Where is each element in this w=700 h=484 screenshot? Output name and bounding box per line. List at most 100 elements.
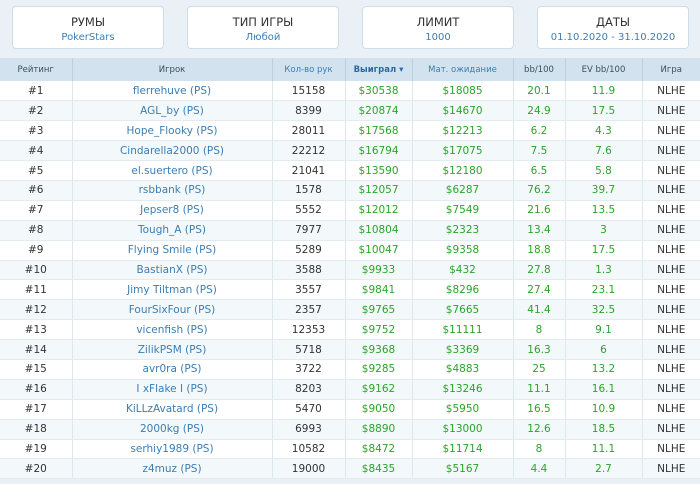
- player-name-link[interactable]: ZilikPSM (PS): [72, 339, 273, 360]
- rank-cell: #19: [0, 439, 73, 460]
- table-row[interactable]: #16 I xFlake I (PS) 8203 $9162 $13246 11.1 16.…: [0, 379, 700, 400]
- won-cell: $9841: [345, 279, 413, 301]
- bb100-cell: 25: [513, 359, 566, 380]
- filter-rooms[interactable]: РУМЫ PokerStars: [12, 6, 164, 49]
- player-name-link[interactable]: vicenfish (PS): [72, 319, 273, 341]
- table-row[interactable]: #6 rsbbank (PS) 1578 $12057 $6287 76.2 39.7 NLH…: [0, 180, 700, 201]
- won-cell: $12012: [345, 200, 413, 221]
- filter-limit[interactable]: ЛИМИТ 1000: [362, 6, 514, 49]
- won-cell: $30538: [345, 81, 413, 102]
- player-name-link[interactable]: el.suertero (PS): [72, 160, 273, 181]
- won-cell: $10047: [345, 240, 413, 261]
- player-name-link[interactable]: BastianX (PS): [72, 260, 273, 281]
- header-hands[interactable]: Кол-во рук: [272, 58, 346, 81]
- rank-cell: #3: [0, 120, 73, 142]
- player-name-link[interactable]: I xFlake I (PS): [72, 379, 273, 400]
- hands-cell: 19000: [272, 458, 346, 480]
- table-row[interactable]: #9 Flying Smile (PS) 5289 $10047 $9358 18.8 17…: [0, 240, 700, 261]
- player-name-link[interactable]: Tough_A (PS): [72, 220, 273, 241]
- table-row[interactable]: #8 Tough_A (PS) 7977 $10804 $2323 13.4 3 NLHE: [0, 220, 700, 241]
- player-name-link[interactable]: Jimy Tiltman (PS): [72, 279, 273, 301]
- won-cell: $17568: [345, 120, 413, 142]
- ev-bb100-cell: 6: [565, 339, 643, 360]
- player-name-link[interactable]: 2000kg (PS): [72, 419, 273, 440]
- player-name-link[interactable]: z4muz (PS): [72, 458, 273, 480]
- game-cell: NLHE: [642, 100, 700, 122]
- hands-cell: 3588: [272, 260, 346, 281]
- table-row[interactable]: #7 Jepser8 (PS) 5552 $12012 $7549 21.6 13.5 NLH…: [0, 200, 700, 221]
- filter-dates[interactable]: ДАТЫ 01.10.2020 - 31.10.2020: [537, 6, 689, 49]
- player-name-link[interactable]: KiLLzAvatard (PS): [72, 399, 273, 420]
- hands-cell: 1578: [272, 180, 346, 201]
- player-name-link[interactable]: flerrehuve (PS): [72, 81, 273, 102]
- table-row[interactable]: #13 vicenfish (PS) 12353 $9752 $11111 8 9.1 NLH…: [0, 319, 700, 341]
- hands-cell: 3722: [272, 359, 346, 380]
- rank-cell: #9: [0, 240, 73, 261]
- player-name-link[interactable]: AGL_by (PS): [72, 100, 273, 122]
- filter-game-type[interactable]: ТИП ИГРЫ Любой: [187, 6, 339, 49]
- ev-bb100-cell: 18.5: [565, 419, 643, 440]
- player-name-link[interactable]: FourSixFour (PS): [72, 299, 273, 321]
- table-row[interactable]: #19 serhiy1989 (PS) 10582 $8472 $11714 8 11.1 N…: [0, 439, 700, 460]
- header-game[interactable]: Игра: [660, 64, 682, 75]
- bb100-cell: 11.1: [513, 379, 566, 400]
- filter-bar: РУМЫ PokerStars ТИП ИГРЫ Любой ЛИМИТ 100…: [0, 0, 700, 58]
- table-row[interactable]: #10 BastianX (PS) 3588 $9933 $432 27.8 1.3 NLHE: [0, 260, 700, 281]
- table-row[interactable]: #15 avr0ra (PS) 3722 $9285 $4883 25 13.2 NLHE: [0, 359, 700, 380]
- player-name-link[interactable]: Jepser8 (PS): [72, 200, 273, 221]
- header-ev[interactable]: Мат. ожидание: [412, 58, 514, 81]
- bb100-cell: 6.2: [513, 120, 566, 142]
- hands-cell: 2357: [272, 299, 346, 321]
- ev-cell: $12180: [412, 160, 514, 181]
- header-rank[interactable]: Рейтинг: [0, 58, 73, 81]
- player-name-link[interactable]: serhiy1989 (PS): [72, 439, 273, 460]
- hands-cell: 5289: [272, 240, 346, 261]
- hands-cell: 21041: [272, 160, 346, 181]
- player-name-link[interactable]: Hope_Flooky (PS): [72, 120, 273, 142]
- won-cell: $8890: [345, 419, 413, 440]
- ev-bb100-cell: 1.3: [565, 260, 643, 281]
- ev-cell: $14670: [412, 100, 514, 122]
- player-name-link[interactable]: rsbbank (PS): [72, 180, 273, 201]
- table-row[interactable]: #1 flerrehuve (PS) 15158 $30538 $18085 20.1 11…: [0, 81, 700, 102]
- table-row[interactable]: #5 el.suertero (PS) 21041 $13590 $12180 6.5 5.…: [0, 160, 700, 181]
- game-cell: NLHE: [642, 379, 700, 400]
- rank-cell: #1: [0, 81, 73, 102]
- player-name-link[interactable]: Flying Smile (PS): [72, 240, 273, 261]
- rank-cell: #7: [0, 200, 73, 221]
- player-name-link[interactable]: avr0ra (PS): [72, 359, 273, 380]
- bb100-cell: 76.2: [513, 180, 566, 201]
- won-cell: $9285: [345, 359, 413, 380]
- filter-limit-value: 1000: [425, 32, 451, 43]
- rank-cell: #14: [0, 339, 73, 360]
- rank-cell: #4: [0, 140, 73, 162]
- won-cell: $9162: [345, 379, 413, 400]
- game-cell: NLHE: [642, 359, 700, 380]
- header-won[interactable]: Выиграл ▾: [345, 58, 413, 81]
- table-row[interactable]: #14 ZilikPSM (PS) 5718 $9368 $3369 16.3 6 NLHE: [0, 339, 700, 360]
- won-cell: $9765: [345, 299, 413, 321]
- won-cell: $12057: [345, 180, 413, 201]
- table-row[interactable]: #4 Cindarella2000 (PS) 22212 $16794 $17075 7.…: [0, 140, 700, 162]
- leaderboard-table: Рейтинг Игрок Кол-во рук Выиграл ▾ Мат. …: [0, 58, 700, 480]
- won-cell: $9368: [345, 339, 413, 360]
- hands-cell: 6993: [272, 419, 346, 440]
- table-row[interactable]: #18 2000kg (PS) 6993 $8890 $13000 12.6 18.5 NLH…: [0, 419, 700, 440]
- table-row[interactable]: #12 FourSixFour (PS) 2357 $9765 $7665 41.4 32.…: [0, 299, 700, 321]
- header-bb100[interactable]: bb/100: [513, 58, 566, 81]
- table-row[interactable]: #17 KiLLzAvatard (PS) 5470 $9050 $5950 16.5 10…: [0, 399, 700, 420]
- ev-cell: $2323: [412, 220, 514, 241]
- ev-bb100-cell: 11.9: [565, 81, 643, 102]
- hands-cell: 15158: [272, 81, 346, 102]
- header-player[interactable]: Игрок: [72, 58, 273, 81]
- won-cell: $9050: [345, 399, 413, 420]
- header-ev-bb100[interactable]: EV bb/100: [565, 58, 643, 81]
- table-row[interactable]: #20 z4muz (PS) 19000 $8435 $5167 4.4 2.7 NLHE: [0, 458, 700, 480]
- won-cell: $8435: [345, 458, 413, 480]
- player-name-link[interactable]: Cindarella2000 (PS): [72, 140, 273, 162]
- table-row[interactable]: #2 AGL_by (PS) 8399 $20874 $14670 24.9 17.5 NLH…: [0, 100, 700, 122]
- table-row[interactable]: #11 Jimy Tiltman (PS) 3557 $9841 $8296 27.4 23…: [0, 279, 700, 301]
- bb100-cell: 6.5: [513, 160, 566, 181]
- filter-dates-title: ДАТЫ: [595, 15, 631, 29]
- table-row[interactable]: #3 Hope_Flooky (PS) 28011 $17568 $12213 6.2 4.…: [0, 120, 700, 142]
